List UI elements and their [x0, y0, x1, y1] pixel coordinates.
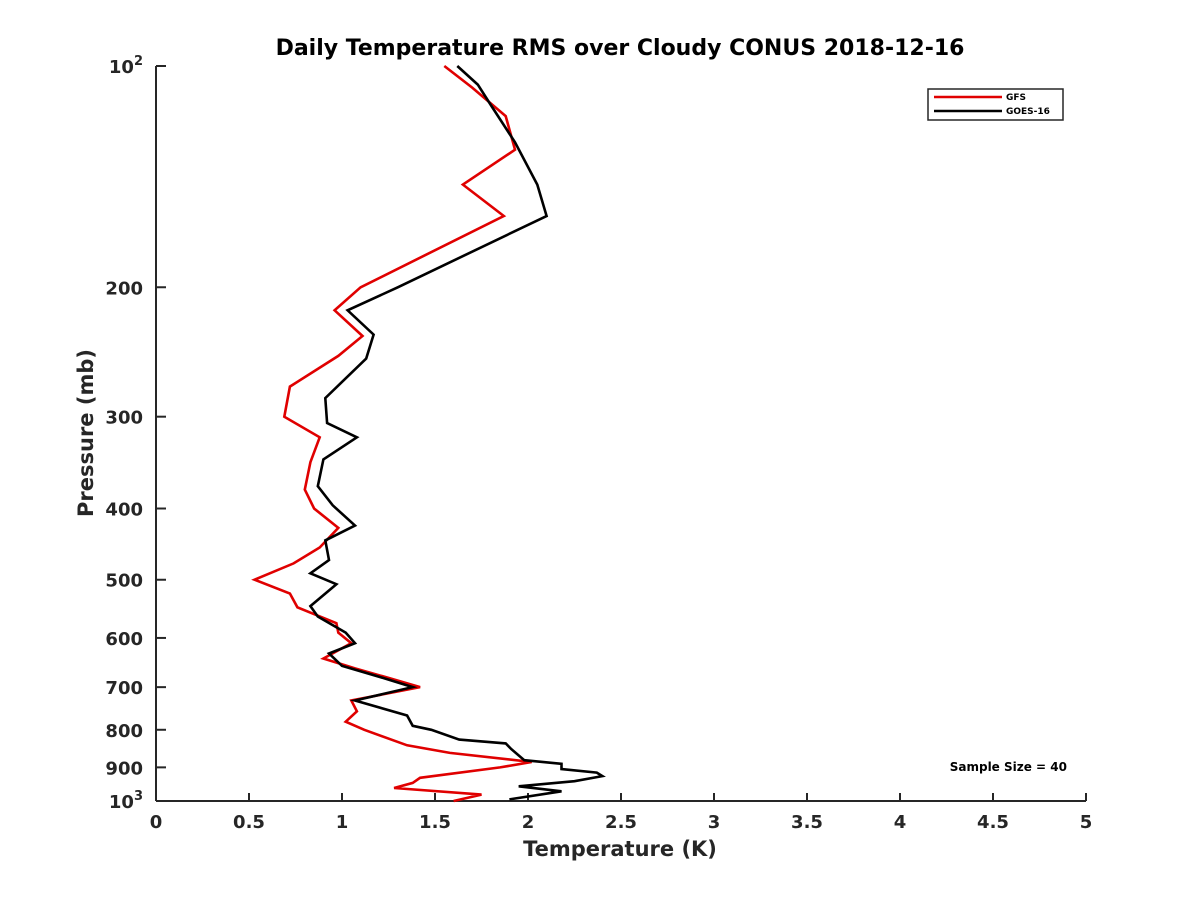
- series-line-gfs: [251, 64, 532, 803]
- legend-box: [927, 88, 1064, 121]
- legend-label-goes16: GOES-16: [1006, 107, 1050, 117]
- x-tick-label: 3: [708, 812, 721, 833]
- y-tick-label: 300: [105, 408, 143, 429]
- legend-label-gfs: GFS: [1006, 93, 1026, 103]
- legend: GFS GOES-16: [927, 88, 1064, 121]
- x-tick-label: 4: [894, 812, 907, 833]
- y-tick-label: 103: [109, 789, 143, 813]
- chart-title: Daily Temperature RMS over Cloudy CONUS …: [276, 36, 965, 61]
- x-tick-label: 2.5: [605, 812, 637, 833]
- x-tick-label: 4.5: [977, 812, 1009, 833]
- x-tick-label: 0: [150, 812, 163, 833]
- y-tick-label: 900: [105, 758, 143, 779]
- x-tick-label: 1: [336, 812, 349, 833]
- sample-size-annotation: Sample Size = 40: [950, 760, 1067, 774]
- y-tick-label: 700: [105, 678, 143, 699]
- x-tick-label: 1.5: [419, 812, 451, 833]
- y-tick-label: 600: [105, 629, 143, 650]
- x-axis-title: Temperature (K): [523, 837, 717, 861]
- y-tick-label: 102: [109, 54, 143, 78]
- x-tick-label: 5: [1080, 812, 1093, 833]
- x-tick-label: 3.5: [791, 812, 823, 833]
- series-line-goes16: [307, 65, 606, 801]
- y-tick-label: 800: [105, 721, 143, 742]
- series-layer: [251, 64, 606, 803]
- x-tick-label: 0.5: [233, 812, 265, 833]
- x-axis-ticks: 0 0.5 1 1.5 2 2.5 3 3.5 4 4.5 5: [150, 793, 1093, 833]
- y-axis-ticks: 102 200 300 400 500 600 700 800 900 103: [105, 54, 166, 813]
- y-axis-title: Pressure (mb): [74, 349, 98, 517]
- y-tick-label: 500: [105, 571, 143, 592]
- y-tick-label: 400: [105, 500, 143, 521]
- y-tick-label: 200: [105, 278, 143, 299]
- x-tick-label: 2: [522, 812, 535, 833]
